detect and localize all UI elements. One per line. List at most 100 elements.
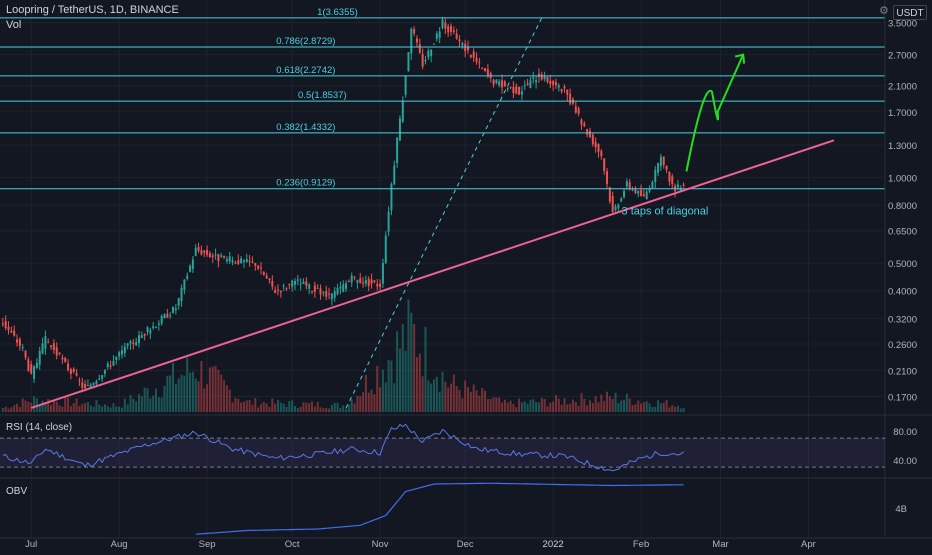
candle-body: [225, 259, 228, 262]
candle-body: [274, 290, 277, 294]
candle-body: [611, 195, 614, 213]
volume-bar: [92, 406, 95, 412]
volume-bar: [674, 406, 677, 412]
candle-body: [401, 100, 404, 122]
volume-bar: [623, 399, 626, 412]
volume-bar: [543, 399, 546, 412]
volume-bar: [240, 402, 243, 412]
candle-body: [390, 183, 393, 211]
candle-body: [197, 246, 200, 251]
volume-bar: [554, 395, 557, 412]
y-tick-label: 0.3200: [888, 314, 917, 325]
volume-bar: [367, 392, 370, 412]
rsi-tick-label: 40.00: [893, 456, 917, 467]
volume-bar: [441, 371, 444, 412]
candle-body: [129, 341, 132, 344]
volume-bar: [291, 400, 294, 412]
volume-bar: [390, 360, 393, 412]
candle-body: [41, 343, 44, 354]
rsi-band: [0, 438, 885, 468]
candle-body: [313, 285, 316, 292]
candle-body: [18, 339, 21, 347]
obv-tick-label: 4B: [895, 504, 907, 515]
candle-body: [149, 329, 152, 334]
volume-bar: [401, 323, 404, 412]
volume-bar: [330, 404, 333, 412]
volume-bar: [625, 393, 628, 412]
x-tick-label: Dec: [457, 539, 474, 550]
candle-body: [296, 279, 299, 281]
candle-body: [265, 275, 268, 279]
volume-bar: [50, 405, 53, 412]
candle-body: [574, 106, 577, 113]
price-grid: [0, 0, 885, 538]
volume-bar: [13, 405, 16, 412]
candle-body: [432, 43, 435, 45]
candle-body: [291, 280, 294, 287]
volume-bar: [274, 403, 277, 412]
volume-bar: [86, 401, 89, 412]
candle-body: [435, 33, 438, 39]
volume-bar: [671, 405, 674, 412]
candle-body: [33, 366, 36, 379]
volume-bar: [95, 400, 98, 412]
rsi-title: RSI (14, close): [6, 422, 72, 433]
candle-body: [645, 191, 648, 199]
settings-icon[interactable]: ⚙: [879, 5, 889, 17]
volume-bar: [78, 405, 81, 412]
candle-body: [44, 336, 47, 349]
volume-bar: [313, 406, 316, 412]
volume-bar: [620, 400, 623, 412]
volume-bar: [586, 405, 589, 412]
projection-arrowhead: [734, 53, 746, 64]
volume-bar: [489, 398, 492, 412]
y-tick-label: 1.0000: [888, 173, 917, 184]
volume-bar: [404, 350, 407, 412]
candle-body: [450, 26, 453, 32]
x-tick-label: Nov: [372, 539, 389, 550]
candle-body: [554, 82, 557, 86]
volume-bar: [259, 404, 262, 412]
candle-body: [563, 86, 566, 89]
volume-bar: [347, 404, 350, 412]
candle-body: [251, 261, 254, 263]
volume-bar: [27, 401, 30, 412]
candle-body: [444, 22, 447, 29]
candle-body: [276, 289, 279, 291]
volume-bar: [345, 408, 348, 412]
candle-body: [603, 158, 606, 172]
candle-body: [242, 260, 245, 262]
candle-body: [155, 326, 158, 328]
currency-button[interactable]: USDT: [893, 5, 927, 20]
volume-bar: [106, 406, 109, 412]
candle-body: [271, 280, 274, 287]
volume-bar: [421, 376, 424, 412]
candle-body: [679, 187, 682, 191]
candle-body: [509, 86, 512, 88]
candle-body: [407, 52, 410, 72]
candle-body: [535, 79, 538, 83]
candles: [1, 16, 685, 393]
volume-bar: [237, 398, 240, 412]
volume-bar: [101, 406, 104, 412]
candle-body: [75, 373, 78, 376]
volume-bar: [364, 374, 367, 412]
candle-body: [458, 39, 461, 42]
candle-body: [501, 80, 504, 88]
volume-bar: [265, 403, 268, 412]
volume-bar: [484, 390, 487, 412]
candle-body: [410, 28, 413, 54]
volume-bar: [180, 374, 183, 412]
volume-bar: [206, 384, 209, 412]
candle-body: [143, 333, 146, 336]
volume-bar: [157, 397, 160, 412]
candle-body: [347, 281, 350, 283]
volume-bar: [64, 397, 67, 412]
candle-body: [543, 75, 546, 80]
candle-body: [254, 263, 257, 266]
volume-bar: [461, 398, 464, 412]
fib-label: 0.5(1.8537): [298, 90, 347, 101]
volume-bar: [305, 402, 308, 412]
x-tick-label: Oct: [285, 539, 300, 550]
